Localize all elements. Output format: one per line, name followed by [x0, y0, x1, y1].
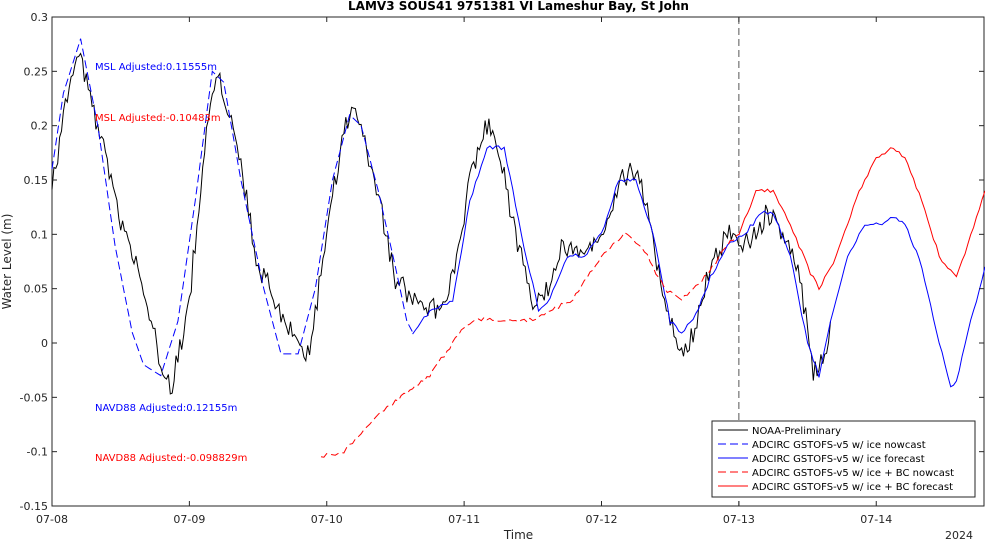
y-tick-label: 0.3 — [31, 11, 49, 24]
series-line-4 — [320, 231, 740, 458]
y-tick-label: 0.1 — [31, 228, 49, 241]
axes-layer: -0.15 -0.1 -0.05 0 0.05 0.1 0.15 0.2 0.25 0.3 07-0… — [20, 11, 984, 526]
series-line-3 — [412, 145, 985, 388]
annotations: MSL Adjusted:0.11555m MSL Adjusted:-0.104… — [95, 62, 247, 464]
y-tick-label: 0.2 — [31, 120, 49, 133]
x-tick-label: 07-13 — [723, 513, 755, 526]
y-tick-label: 0.05 — [24, 283, 49, 296]
y-tick-label: 0.25 — [24, 65, 49, 78]
x-axis-label: Time — [503, 528, 533, 541]
datum-annotation: NAVD88 Adjusted:0.12155m — [95, 403, 237, 414]
y-tick-label: -0.1 — [27, 446, 48, 459]
legend-box — [711, 420, 976, 498]
series-layer — [51, 38, 985, 458]
y-tick-label: -0.05 — [20, 391, 48, 404]
series-line-5 — [738, 147, 985, 291]
x-tick-label: 07-08 — [36, 513, 68, 526]
legend-entry: ADCIRC GSTOFS-v5 w/ ice + BC forecast — [752, 482, 953, 493]
x-tick-label: 07-10 — [311, 513, 343, 526]
legend: NOAA-Preliminary ADCIRC GSTOFS-v5 w/ ice … — [711, 420, 976, 498]
y-tick-label: 0 — [41, 337, 48, 350]
legend-entry: NOAA-Preliminary — [752, 426, 841, 437]
legend-entry: ADCIRC GSTOFS-v5 w/ ice forecast — [752, 454, 925, 465]
datum-annotation: MSL Adjusted:-0.10483m — [95, 113, 221, 124]
legend-entry: ADCIRC GSTOFS-v5 w/ ice nowcast — [752, 440, 926, 451]
x-tick-label: 07-14 — [860, 513, 892, 526]
x-tick-label: 07-11 — [448, 513, 480, 526]
y-tick-label: -0.15 — [20, 500, 48, 513]
y-axis-label: Water Level (m) — [0, 214, 14, 310]
datum-annotation: MSL Adjusted:0.11555m — [95, 62, 217, 73]
x-tick-label: 07-12 — [586, 513, 618, 526]
legend-entry: ADCIRC GSTOFS-v5 w/ ice + BC nowcast — [752, 468, 954, 479]
x-tick-label: 07-09 — [173, 513, 205, 526]
year-label: 2024 — [945, 529, 973, 541]
series-line-1 — [51, 52, 831, 395]
chart-title: LAMV3 SOUS41 9751381 VI Lameshur Bay, St… — [348, 0, 689, 13]
y-tick-label: 0.15 — [24, 174, 49, 187]
datum-annotation: NAVD88 Adjusted:-0.098829m — [95, 453, 247, 464]
